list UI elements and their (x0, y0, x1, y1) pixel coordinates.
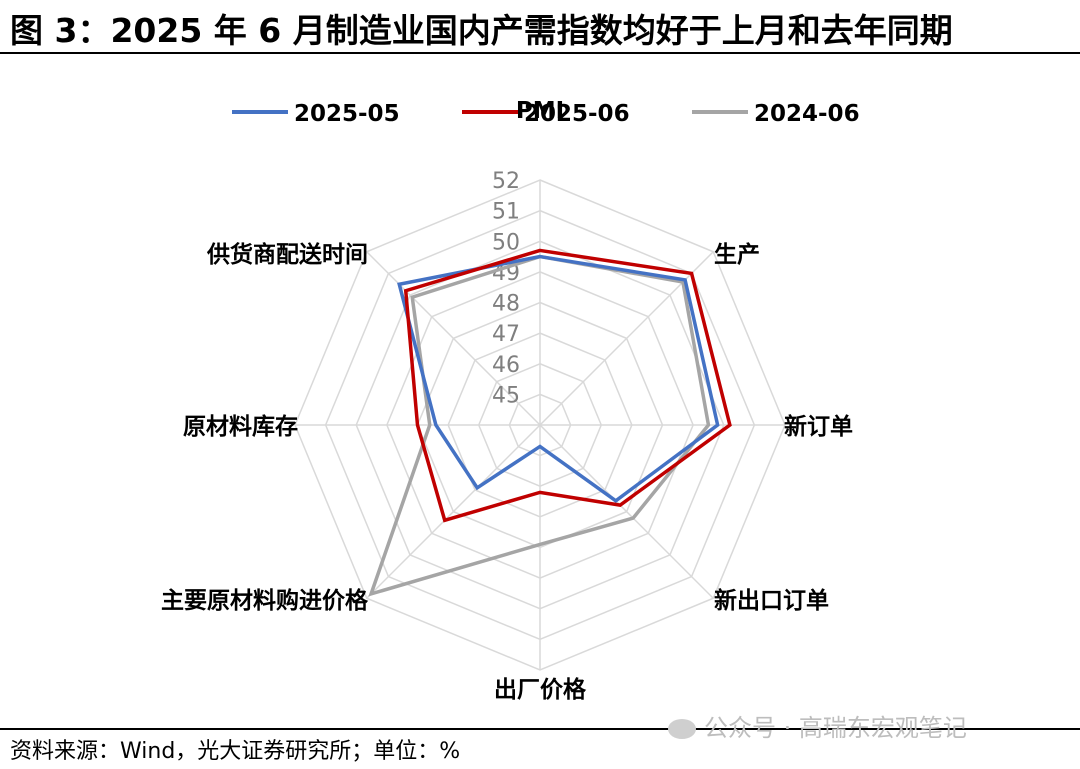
axis-label: 原材料库存 (183, 413, 298, 440)
source-note: 资料来源：Wind，光大证券研究所；单位：% (10, 739, 461, 764)
axis-label: 新订单 (784, 413, 853, 440)
grid-spoke (539, 424, 714, 599)
axis-label: 出厂价格 (494, 676, 587, 703)
axis-label: 供货商配送时间 (206, 241, 368, 268)
watermark: 公众号 · 高瑞东宏观笔记 (668, 708, 967, 743)
axis-label: 主要原材料购进价格 (161, 587, 369, 614)
radial-tick-label: 47 (492, 322, 520, 347)
axis-label: 生产 (714, 241, 760, 268)
figure-title: 图 3：2025 年 6 月制造业国内产需指数均好于上月和去年同期 (10, 11, 953, 50)
legend-label: 2025-05 (294, 101, 400, 127)
radial-tick-label: 46 (492, 353, 520, 378)
title-divider (0, 52, 1080, 54)
radial-tick-label: 50 (492, 230, 520, 255)
footer-divider (0, 728, 1080, 730)
series-line-2025-06 (403, 248, 732, 523)
axis-label: 新出口订单 (714, 587, 829, 614)
radar-chart: 4546474849505152PMI生产新订单新出口订单出厂价格主要原材料购进… (161, 98, 860, 703)
grid-spoke (366, 251, 541, 426)
legend-label: 2025-06 (524, 101, 630, 127)
radial-tick-label: 48 (492, 292, 520, 317)
series-line-2025-05 (397, 254, 720, 503)
watermark-text: 公众号 · 高瑞东宏观笔记 (704, 714, 967, 742)
radial-tick-label: 52 (492, 169, 520, 194)
axis-label: PMI (516, 98, 564, 124)
radial-tick-label: 51 (492, 200, 520, 225)
grid-spoke (366, 424, 541, 599)
legend-label: 2024-06 (754, 101, 860, 127)
series-line-2024-06 (368, 254, 711, 597)
wechat-icon (668, 719, 696, 739)
radial-tick-label: 45 (492, 383, 520, 408)
